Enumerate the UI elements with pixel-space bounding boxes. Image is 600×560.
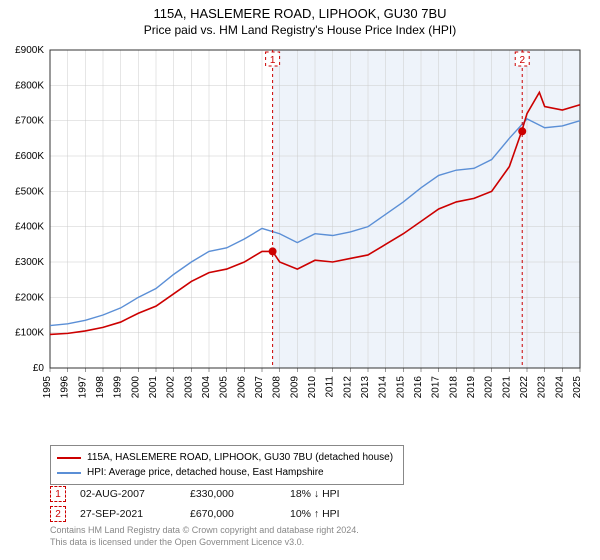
svg-text:2014: 2014 <box>378 376 389 399</box>
svg-text:2008: 2008 <box>272 376 283 399</box>
svg-text:£500K: £500K <box>15 186 44 197</box>
svg-text:2010: 2010 <box>307 376 318 399</box>
legend-label-property: 115A, HASLEMERE ROAD, LIPHOOK, GU30 7BU … <box>87 450 393 465</box>
legend-label-hpi: HPI: Average price, detached house, East… <box>87 465 324 480</box>
legend: 115A, HASLEMERE ROAD, LIPHOOK, GU30 7BU … <box>50 445 404 485</box>
events-table: 1 02-AUG-2007£330,00018% ↓ HPI 2 27-SEP-202… <box>50 486 390 526</box>
svg-text:2018: 2018 <box>448 376 459 399</box>
svg-text:1998: 1998 <box>95 376 106 399</box>
svg-text:2013: 2013 <box>360 376 371 399</box>
svg-text:1995: 1995 <box>42 376 53 399</box>
svg-text:£700K: £700K <box>15 116 44 127</box>
event-date: 27-SEP-2021 <box>80 508 190 520</box>
svg-text:£600K: £600K <box>15 151 44 162</box>
title-subtitle: Price paid vs. HM Land Registry's House … <box>0 23 600 37</box>
svg-text:2007: 2007 <box>254 376 265 399</box>
event-row: 1 02-AUG-2007£330,00018% ↓ HPI <box>50 486 390 502</box>
price-chart: £0£100K£200K£300K£400K£500K£600K£700K£80… <box>50 50 580 410</box>
title-address: 115A, HASLEMERE ROAD, LIPHOOK, GU30 7BU <box>0 6 600 21</box>
chart-container: 115A, HASLEMERE ROAD, LIPHOOK, GU30 7BU … <box>0 0 600 560</box>
footer-line-1: Contains HM Land Registry data © Crown c… <box>50 525 359 537</box>
svg-text:£200K: £200K <box>15 292 44 303</box>
svg-text:2024: 2024 <box>554 376 565 399</box>
svg-text:2017: 2017 <box>431 376 442 399</box>
svg-text:2012: 2012 <box>342 376 353 399</box>
event-delta: 18% ↓ HPI <box>290 488 390 500</box>
svg-text:£100K: £100K <box>15 328 44 339</box>
event-marker: 1 <box>50 486 66 502</box>
svg-text:£400K: £400K <box>15 222 44 233</box>
svg-text:£800K: £800K <box>15 80 44 91</box>
legend-row-hpi: HPI: Average price, detached house, East… <box>57 465 397 480</box>
svg-text:2: 2 <box>519 55 525 66</box>
svg-text:£300K: £300K <box>15 257 44 268</box>
svg-text:2020: 2020 <box>484 376 495 399</box>
svg-text:2022: 2022 <box>519 376 530 399</box>
svg-text:1: 1 <box>270 55 276 66</box>
event-date: 02-AUG-2007 <box>80 488 190 500</box>
footer-line-2: This data is licensed under the Open Gov… <box>50 537 359 549</box>
svg-text:2019: 2019 <box>466 376 477 399</box>
svg-text:2011: 2011 <box>325 376 336 398</box>
legend-line-property <box>57 457 81 459</box>
svg-text:2016: 2016 <box>413 376 424 399</box>
event-delta: 10% ↑ HPI <box>290 508 390 520</box>
svg-text:2003: 2003 <box>183 376 194 399</box>
svg-text:1999: 1999 <box>113 376 124 399</box>
svg-text:2002: 2002 <box>166 376 177 399</box>
svg-text:2001: 2001 <box>148 376 159 399</box>
svg-text:2023: 2023 <box>537 376 548 399</box>
svg-text:£900K: £900K <box>15 45 44 56</box>
event-price: £670,000 <box>190 508 290 520</box>
svg-text:2021: 2021 <box>501 376 512 399</box>
svg-text:£0: £0 <box>33 363 45 374</box>
event-row: 2 27-SEP-2021£670,00010% ↑ HPI <box>50 506 390 522</box>
event-price: £330,000 <box>190 488 290 500</box>
svg-text:2025: 2025 <box>572 376 583 399</box>
legend-row-property: 115A, HASLEMERE ROAD, LIPHOOK, GU30 7BU … <box>57 450 397 465</box>
svg-text:2015: 2015 <box>395 376 406 399</box>
svg-text:1997: 1997 <box>77 376 88 399</box>
svg-text:2000: 2000 <box>130 376 141 399</box>
legend-line-hpi <box>57 472 81 474</box>
svg-text:2004: 2004 <box>201 376 212 399</box>
svg-text:2006: 2006 <box>236 376 247 399</box>
title-block: 115A, HASLEMERE ROAD, LIPHOOK, GU30 7BU … <box>0 0 600 37</box>
svg-text:2005: 2005 <box>219 376 230 399</box>
svg-text:1996: 1996 <box>60 376 71 399</box>
event-marker: 2 <box>50 506 66 522</box>
footer: Contains HM Land Registry data © Crown c… <box>50 525 359 548</box>
svg-text:2009: 2009 <box>289 376 300 399</box>
